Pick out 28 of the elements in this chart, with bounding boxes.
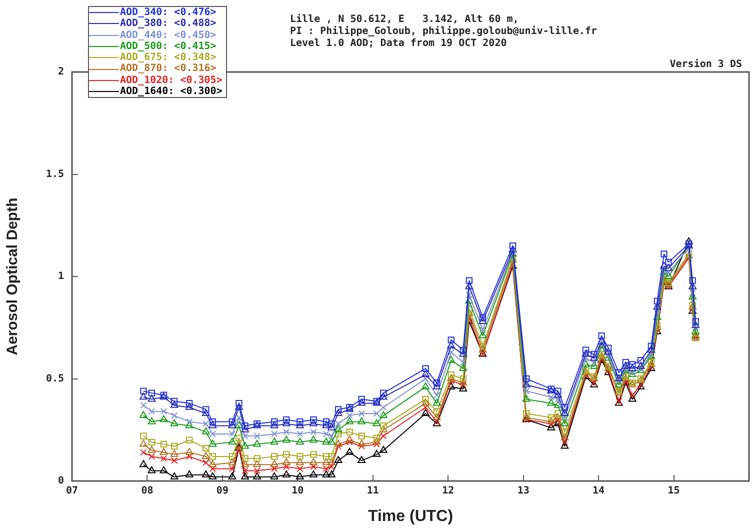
y-tick-label: 1.5: [46, 168, 64, 180]
text: Version 3 DS: [670, 59, 742, 70]
legend-label: AOD_340: <0.476>: [120, 7, 216, 18]
legend-label: AOD_675: <0.348>: [120, 52, 216, 64]
x-tick-label: 14: [592, 486, 605, 497]
chart-title: Lille , N 50.612, E 3.142, Alt 60 m,: [290, 14, 520, 26]
y-tick-label: 1: [58, 271, 64, 282]
chart-subtitle: PI : Philippe_Goloub, philippe.goloub@univ-lille.fr: [290, 26, 598, 38]
x-tick-label: 08: [141, 486, 154, 497]
legend-label: AOD_1640: <0.300>: [120, 86, 222, 98]
text: Level 1.0 AOD; Data from 19 OCT 2020: [290, 38, 508, 50]
x-axis-title: Time (UTC): [368, 508, 454, 525]
y-tick-label: 0.5: [46, 373, 64, 384]
y-tick-label: 0: [58, 476, 64, 487]
legend-label: AOD_870: <0.316>: [120, 63, 216, 75]
legend-label: AOD_500: <0.415>: [120, 40, 216, 52]
x-tick-label: 09: [216, 486, 228, 497]
x-tick-label: 11: [366, 486, 379, 497]
x-tick-label: 10: [292, 486, 304, 497]
legend-label: AOD_440: <0.450>: [120, 30, 216, 41]
x-tick-label: 07: [66, 486, 78, 497]
x-tick-label: 13: [517, 486, 530, 497]
y-axis-title: Aerosol Optical Depth: [4, 198, 22, 356]
x-tick-label: 12: [442, 486, 454, 497]
y-tick-label: 2: [58, 66, 64, 78]
legend-label: AOD_380: <0.488>: [120, 18, 216, 30]
x-tick-label: 15: [668, 486, 680, 497]
legend-label: AOD_1020: <0.305>: [120, 74, 222, 86]
